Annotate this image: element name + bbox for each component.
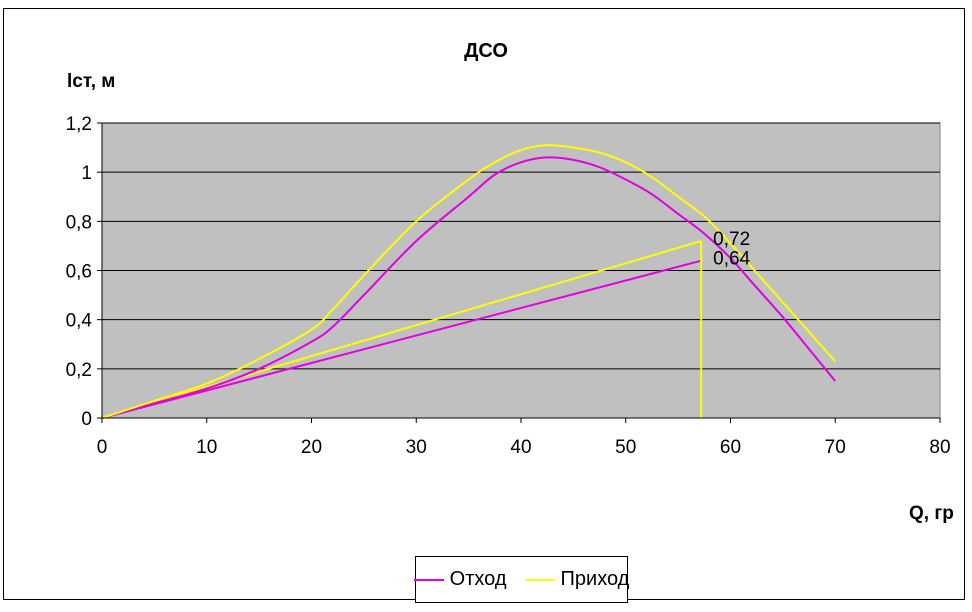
chart-title: ДСО bbox=[464, 40, 508, 62]
x-tick-label: 20 bbox=[301, 437, 322, 458]
y-tick-label: 0 bbox=[81, 409, 92, 430]
y-tick-label: 0,6 bbox=[66, 262, 92, 283]
x-tick-label: 0 bbox=[97, 437, 108, 458]
tangent-line bbox=[101, 259, 702, 419]
x-tick-label: 70 bbox=[825, 437, 846, 458]
chart-frame: 0 0,2 0,4 0,6 0,8 1 1,2 0 10 20 30 40 50 60 70 80 0,64 0… bbox=[3, 8, 965, 603]
x-tick-label: 60 bbox=[720, 437, 741, 458]
x-tick-label: 30 bbox=[406, 437, 427, 458]
series-line bbox=[101, 156, 837, 419]
data-label: 0,64 bbox=[713, 249, 750, 270]
legend-item: Приход bbox=[524, 568, 630, 591]
data-label: 0,72 bbox=[713, 229, 750, 250]
legend-item: Отход bbox=[413, 568, 507, 591]
tangent-line bbox=[101, 240, 702, 419]
y-tick-label: 0,2 bbox=[66, 360, 92, 381]
series-line bbox=[101, 144, 836, 419]
x-tick-label: 40 bbox=[510, 437, 531, 458]
y-tick-label: 1,2 bbox=[66, 114, 92, 135]
legend-swatch bbox=[524, 578, 555, 581]
chart-legend: Отход Приход bbox=[413, 556, 630, 603]
x-axis-title: Q, гр bbox=[909, 503, 954, 524]
x-tick-label: 50 bbox=[615, 437, 636, 458]
legend-swatch bbox=[413, 578, 444, 581]
y-tick-label: 0,4 bbox=[66, 311, 93, 332]
legend-label: Отход bbox=[449, 568, 507, 590]
x-tick-label: 80 bbox=[929, 437, 950, 458]
legend-label: Приход bbox=[560, 568, 630, 590]
y-tick-label: 0,8 bbox=[66, 212, 92, 233]
x-tick-label: 10 bbox=[196, 437, 217, 458]
y-axis-title: lст, м bbox=[67, 71, 115, 92]
chart-canvas: 0 0,2 0,4 0,6 0,8 1 1,2 0 10 20 30 40 50 60 70 80 0,640… bbox=[66, 40, 954, 524]
y-tick-label: 1 bbox=[81, 163, 92, 184]
